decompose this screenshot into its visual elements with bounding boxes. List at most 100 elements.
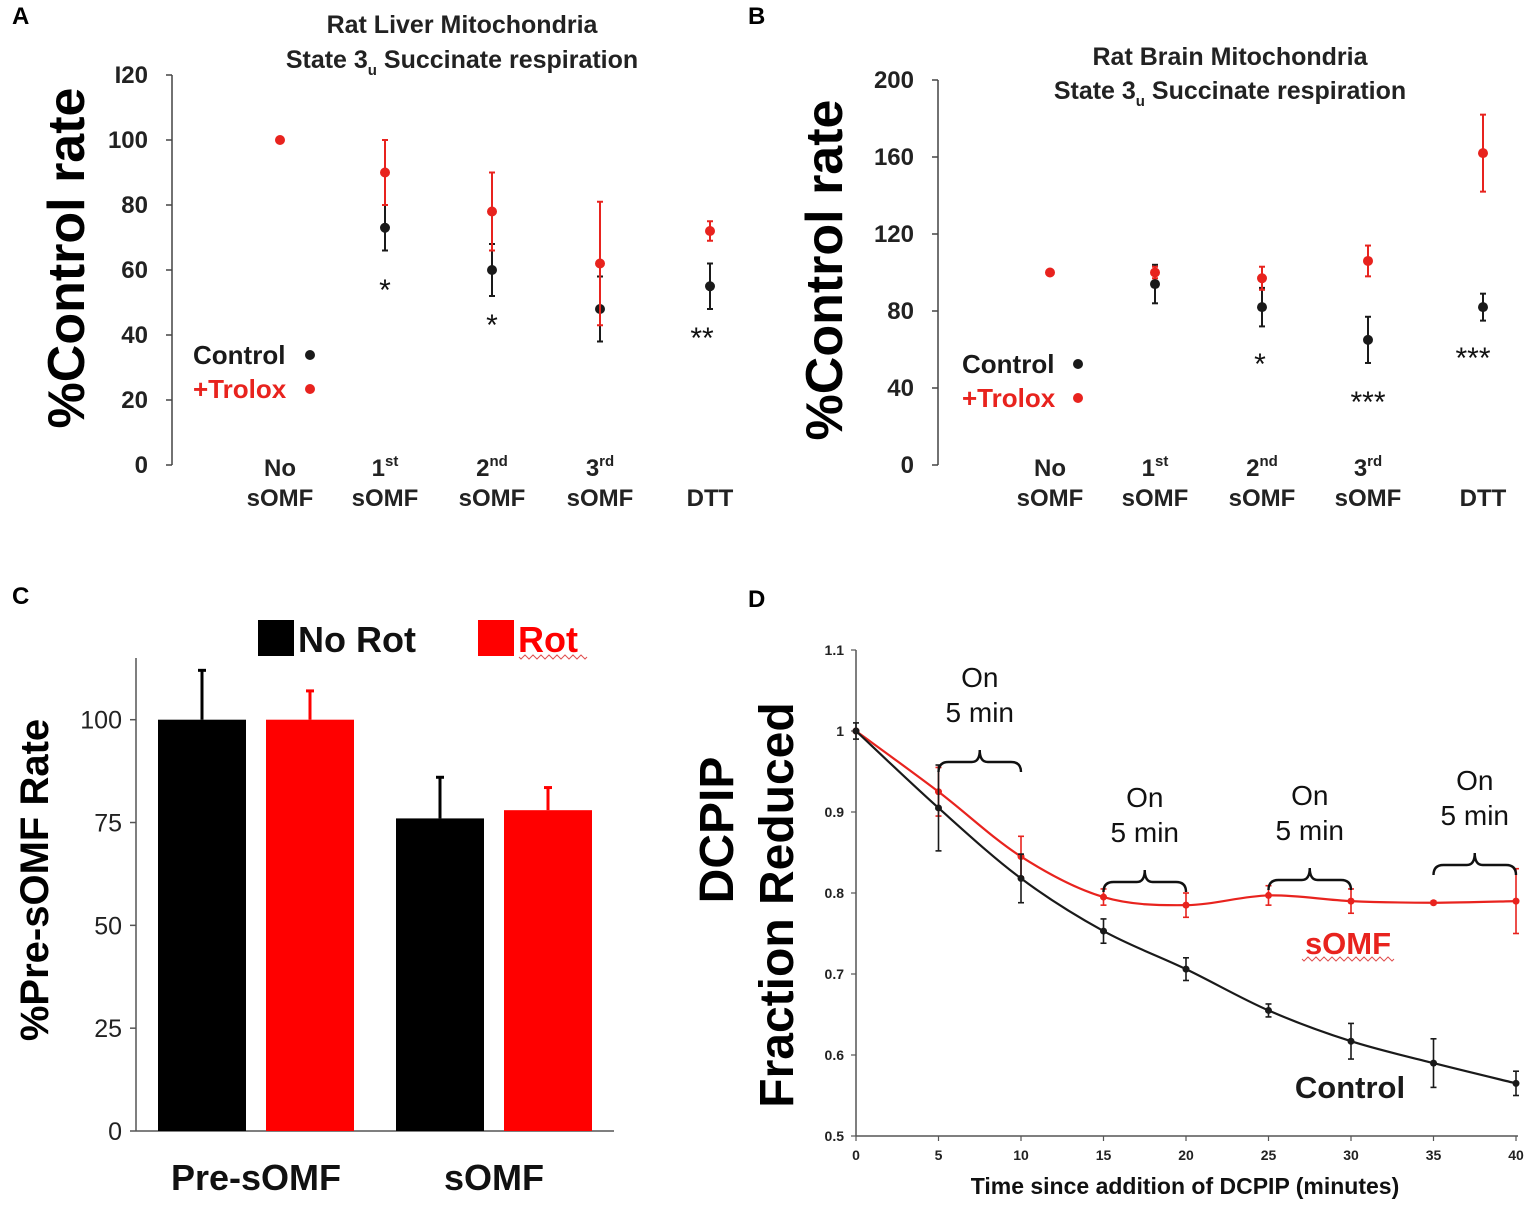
legend-marker bbox=[1073, 393, 1083, 403]
category-label-line1: 2nd bbox=[476, 453, 508, 482]
y-tick-label: 75 bbox=[94, 810, 122, 838]
y-tick-label: 0 bbox=[108, 1118, 122, 1146]
y-tick-label: 0.5 bbox=[825, 1128, 845, 1144]
chart-a-title-main: State 3 bbox=[286, 46, 368, 74]
category-label-line1: 1st bbox=[372, 453, 399, 482]
data-point-trolox bbox=[1045, 267, 1055, 278]
spellcheck-underline bbox=[1301, 956, 1395, 962]
series-label-control: Control bbox=[1295, 1070, 1405, 1105]
category-label-line2: sOMF bbox=[567, 485, 634, 512]
data-point-somf bbox=[1100, 893, 1107, 901]
annotation-label-line2: 5 min bbox=[1111, 817, 1179, 848]
panel-label-b: B bbox=[748, 3, 765, 30]
series-label-somf: sOMF bbox=[1305, 926, 1391, 961]
legend-marker bbox=[1073, 359, 1083, 369]
y-tick-label: 0 bbox=[901, 452, 914, 479]
annotation-label-line2: 5 min bbox=[946, 697, 1014, 728]
chart-b-title-line1: Rat Brain Mitochondria bbox=[1092, 43, 1368, 71]
data-point-control bbox=[1478, 302, 1488, 313]
category-label-line1: No bbox=[264, 455, 296, 482]
y-tick-label: 20 bbox=[121, 387, 148, 414]
legend-swatch bbox=[258, 620, 294, 656]
category-label-line2: sOMF bbox=[1017, 485, 1084, 512]
legend-label: No Rot bbox=[298, 619, 416, 660]
significance-marker: * bbox=[379, 274, 391, 307]
x-tick-label: 35 bbox=[1426, 1147, 1442, 1163]
data-point-control bbox=[1100, 927, 1107, 935]
bar-no-rot bbox=[396, 818, 484, 1131]
data-point-control bbox=[1017, 874, 1025, 882]
y-tick-label: I20 bbox=[115, 62, 148, 89]
y-tick-label: 0 bbox=[135, 452, 148, 479]
annotation-label-line1: On bbox=[1126, 782, 1163, 813]
y-tick-label: 1 bbox=[836, 723, 844, 739]
y-tick-label: 40 bbox=[121, 322, 148, 349]
y-tick-label: 0.6 bbox=[825, 1047, 845, 1063]
data-point-control bbox=[1257, 302, 1267, 313]
significance-marker: * bbox=[486, 309, 498, 342]
y-tick-label: 1.1 bbox=[825, 642, 845, 658]
chart-d-ylabel-line2: Fraction Reduced bbox=[751, 702, 804, 1107]
annotation-label-line1: On bbox=[1291, 780, 1328, 811]
y-tick-label: 80 bbox=[887, 298, 914, 325]
x-tick-label: 40 bbox=[1508, 1147, 1524, 1163]
chart-b-title-sub: u bbox=[1136, 93, 1145, 110]
data-point-trolox bbox=[275, 135, 285, 145]
y-tick-label: 160 bbox=[874, 144, 914, 171]
data-point-trolox bbox=[487, 206, 497, 217]
significance-marker: ** bbox=[690, 322, 714, 355]
legend-label: +Trolox bbox=[962, 383, 1056, 413]
significance-marker: *** bbox=[1455, 342, 1490, 375]
y-tick-label: 0.7 bbox=[825, 966, 845, 982]
category-label-line2: sOMF bbox=[1335, 485, 1402, 512]
data-point-trolox bbox=[705, 226, 715, 236]
annotation-label-line1: On bbox=[1456, 765, 1493, 796]
category-label-line2: DTT bbox=[1460, 485, 1507, 512]
data-point-control bbox=[380, 222, 390, 233]
spellcheck-underline bbox=[518, 654, 588, 660]
category-label-line1: 2nd bbox=[1246, 453, 1278, 482]
annotation-brace bbox=[1432, 852, 1518, 876]
y-tick-label: 40 bbox=[887, 375, 914, 402]
chart-a-title-sub: u bbox=[368, 62, 377, 79]
data-point-somf bbox=[1512, 897, 1520, 905]
bar-rot bbox=[266, 719, 354, 1131]
data-point-somf bbox=[1347, 897, 1355, 905]
legend-label: Control bbox=[193, 340, 285, 370]
category-label: sOMF bbox=[444, 1157, 544, 1198]
data-point-trolox bbox=[1363, 255, 1373, 266]
chart-b-title-main: State 3 bbox=[1054, 77, 1136, 105]
annotation-brace bbox=[1267, 867, 1353, 891]
data-point-control bbox=[1265, 1006, 1272, 1014]
y-tick-label: 25 bbox=[94, 1015, 122, 1043]
legend-label: Rot bbox=[518, 619, 578, 660]
significance-marker: * bbox=[1254, 348, 1266, 381]
chart-b-title-rest: Succinate respiration bbox=[1145, 77, 1406, 105]
y-tick-label: 0.8 bbox=[825, 885, 845, 901]
chart-b-ylabel: %Control rate bbox=[796, 100, 854, 441]
chart-d-xlabel: Time since addition of DCPIP (minutes) bbox=[971, 1173, 1400, 1199]
data-point-control bbox=[1347, 1037, 1355, 1045]
y-tick-label: 80 bbox=[121, 192, 148, 219]
panel-a: A Rat Liver Mitochondria State 3u Succin… bbox=[12, 3, 734, 512]
panel-label-d: D bbox=[748, 586, 765, 613]
panel-label-c: C bbox=[12, 583, 29, 610]
category-label-line1: 1st bbox=[1142, 453, 1169, 482]
data-point-trolox bbox=[1257, 273, 1267, 284]
line-somf bbox=[855, 730, 1517, 907]
chart-d-ylabel-line1: DCPIP bbox=[691, 757, 744, 904]
panel-d: D DCPIP Fraction Reduced Time since addi… bbox=[691, 586, 1524, 1199]
x-tick-label: 20 bbox=[1178, 1147, 1194, 1163]
category-label-line2: sOMF bbox=[1229, 485, 1296, 512]
y-tick-label: 120 bbox=[874, 221, 914, 248]
category-label-line2: sOMF bbox=[352, 485, 419, 512]
category-label-line2: sOMF bbox=[1122, 485, 1189, 512]
data-point-control bbox=[1150, 279, 1160, 290]
data-point-control bbox=[487, 265, 497, 275]
x-tick-label: 30 bbox=[1343, 1147, 1359, 1163]
panel-label-a: A bbox=[12, 3, 29, 30]
data-point-trolox bbox=[1150, 267, 1160, 278]
chart-a-title-line1: Rat Liver Mitochondria bbox=[327, 11, 599, 39]
bar-no-rot bbox=[158, 719, 246, 1131]
